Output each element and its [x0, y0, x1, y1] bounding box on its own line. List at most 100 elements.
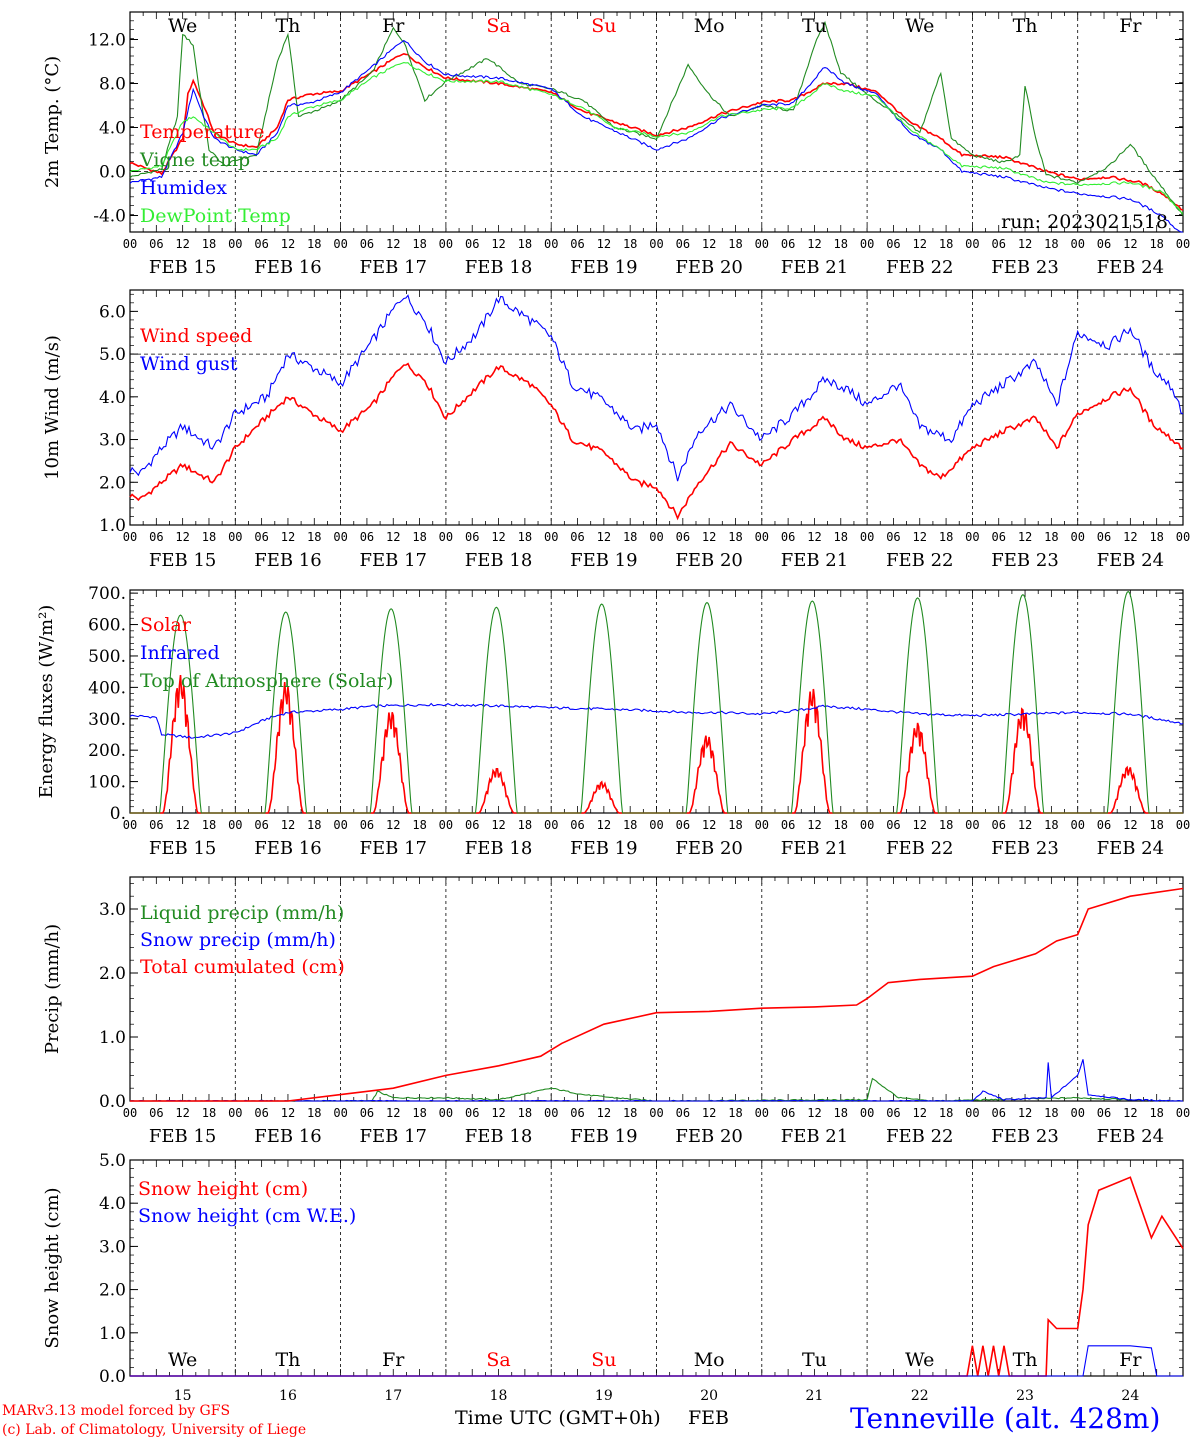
legend-entry: Liquid precip (mm/h): [140, 902, 344, 924]
hour-tick-label: 00: [333, 1106, 347, 1120]
date-label: FEB 19: [570, 1126, 637, 1147]
y-tick-label: 6.0: [99, 302, 126, 322]
hour-tick-label: 00: [123, 1106, 137, 1120]
day-name-top: Su: [591, 15, 616, 37]
series-line-solar: [130, 675, 1183, 814]
hour-tick-label: 18: [623, 530, 637, 544]
legend-entry: Solar: [140, 614, 192, 636]
hour-tick-label: 12: [175, 530, 189, 544]
date-label: FEB 18: [465, 257, 532, 278]
hour-tick-label: 06: [991, 818, 1005, 832]
hour-tick-label: 18: [412, 237, 426, 251]
hour-tick-label: 18: [834, 1106, 848, 1120]
hour-tick-label: 12: [1123, 818, 1137, 832]
date-label: FEB 15: [149, 257, 216, 278]
hour-tick-label: 00: [965, 1106, 979, 1120]
hour-tick-label: 06: [991, 530, 1005, 544]
date-label: FEB 15: [149, 838, 216, 859]
series-line-humidex: [129, 39, 1183, 233]
hour-tick-label: 00: [1070, 1106, 1084, 1120]
hour-tick-label: 12: [807, 530, 821, 544]
hour-tick-label: 18: [1044, 530, 1058, 544]
panel-flux: 0. 100. 200. 300. 400. 500. 600. 700. Energy flu…: [36, 584, 1190, 859]
hour-tick-label: 18: [1044, 237, 1058, 251]
day-name-top: Fr: [1119, 15, 1142, 37]
hour-tick-label: 00: [544, 530, 558, 544]
day-name-bottom: Th: [275, 1349, 300, 1371]
hour-tick-label: 06: [676, 818, 690, 832]
y-tick-label: 0.0: [99, 163, 126, 183]
hour-tick-label: 12: [913, 237, 927, 251]
hour-tick-label: 12: [913, 1106, 927, 1120]
hour-tick-label: 00: [860, 530, 874, 544]
y-tick-label: 4.0: [99, 388, 126, 408]
hour-tick-label: 12: [281, 818, 295, 832]
month-label: FEB: [688, 1407, 729, 1429]
day-name-top: Mo: [694, 15, 725, 37]
hour-tick-label: 00: [649, 1106, 663, 1120]
legend-entry: Infrared: [140, 642, 220, 664]
hour-tick-label: 12: [597, 237, 611, 251]
hour-tick-label: 06: [676, 237, 690, 251]
date-label: FEB 16: [254, 838, 321, 859]
hour-tick-label: 12: [702, 237, 716, 251]
date-label: FEB 19: [570, 838, 637, 859]
hour-tick-label: 12: [807, 818, 821, 832]
hour-tick-label: 00: [965, 237, 979, 251]
date-label: FEB 21: [781, 257, 848, 278]
date-label: FEB 21: [781, 838, 848, 859]
y-tick-label: 600.: [88, 616, 126, 636]
day-number: 23: [1016, 1388, 1034, 1404]
hour-tick-label: 12: [1018, 237, 1032, 251]
hour-tick-label: 00: [1176, 237, 1190, 251]
hour-tick-label: 18: [1149, 530, 1163, 544]
hour-tick-label: 18: [412, 818, 426, 832]
hour-tick-label: 18: [728, 237, 742, 251]
hour-tick-label: 00: [544, 237, 558, 251]
date-label: FEB 22: [886, 550, 953, 571]
hour-tick-label: 06: [149, 1106, 163, 1120]
hour-tick-label: 06: [570, 530, 584, 544]
day-name-bottom: Fr: [1119, 1349, 1142, 1371]
day-number: 17: [384, 1388, 402, 1404]
hour-tick-label: 12: [175, 237, 189, 251]
y-tick-label: 3.0: [99, 1237, 126, 1257]
day-number: 19: [595, 1388, 613, 1404]
hour-tick-label: 00: [544, 1106, 558, 1120]
hour-tick-label: 00: [1176, 818, 1190, 832]
day-number: 22: [911, 1388, 929, 1404]
date-label: FEB 15: [149, 1126, 216, 1147]
date-label: FEB 18: [465, 550, 532, 571]
y-tick-label: 8.0: [99, 75, 126, 95]
hour-tick-label: 18: [728, 1106, 742, 1120]
day-name-bottom: Th: [1013, 1349, 1038, 1371]
hour-tick-label: 18: [202, 237, 216, 251]
hour-tick-label: 00: [228, 818, 242, 832]
date-label: FEB 17: [360, 838, 427, 859]
y-axis-label: Precip (mm/h): [42, 924, 63, 1054]
series-line-top-of-atmosphere-solar: [130, 590, 1183, 814]
day-name-top: We: [905, 15, 934, 37]
date-label: FEB 23: [991, 1126, 1058, 1147]
hour-tick-label: 06: [360, 530, 374, 544]
y-axis-label: 2m Temp. (°C): [42, 56, 63, 188]
run-label: run: 2023021518: [1001, 211, 1168, 233]
hour-tick-label: 18: [939, 1106, 953, 1120]
y-tick-label: 500.: [88, 647, 126, 667]
hour-tick-label: 12: [702, 1106, 716, 1120]
hour-tick-label: 18: [307, 530, 321, 544]
hour-tick-label: 00: [439, 530, 453, 544]
hour-tick-label: 06: [360, 818, 374, 832]
y-tick-label: 400.: [88, 678, 126, 698]
hour-tick-label: 06: [1097, 237, 1111, 251]
legend-entry: Snow height (cm): [138, 1178, 308, 1200]
hour-tick-label: 06: [676, 1106, 690, 1120]
hour-tick-label: 06: [254, 1106, 268, 1120]
hour-tick-label: 12: [702, 818, 716, 832]
day-name-bottom: Tu: [802, 1349, 827, 1371]
legend-entry: Snow precip (mm/h): [140, 929, 336, 951]
hour-tick-label: 06: [781, 1106, 795, 1120]
hour-tick-label: 06: [886, 237, 900, 251]
date-label: FEB 21: [781, 550, 848, 571]
